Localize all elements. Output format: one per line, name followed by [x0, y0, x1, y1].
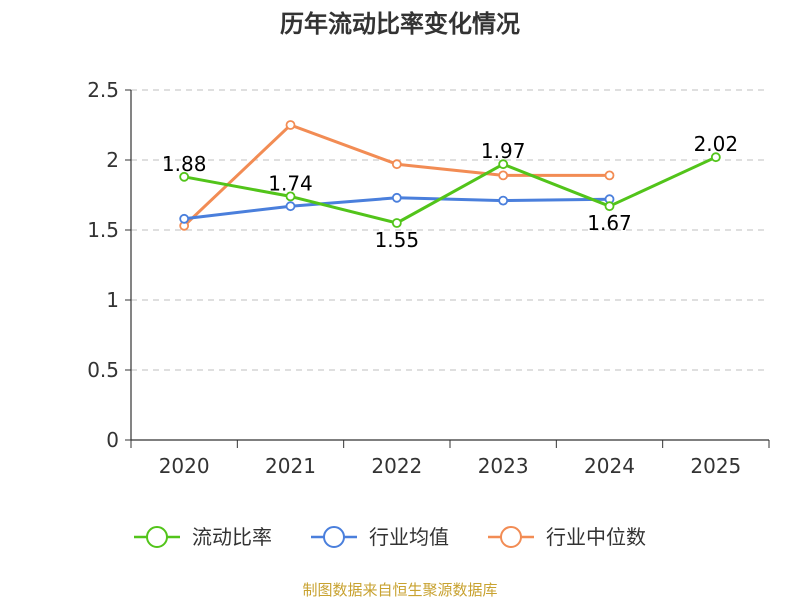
x-tick-label: 2020	[159, 454, 210, 478]
y-tick-label: 0	[106, 428, 119, 452]
data-point[interactable]	[604, 170, 615, 181]
data-point[interactable]	[391, 218, 402, 228]
data-point[interactable]	[285, 120, 296, 130]
data-point[interactable]	[391, 192, 402, 203]
legend-item[interactable]: 行业均值	[311, 525, 449, 549]
legend: 流动比率 行业均值 行业中位数	[134, 525, 646, 549]
legend-marker	[323, 526, 345, 548]
data-labels: 1.88 1.74 1.55 1.97 1.67 2.02	[162, 132, 738, 252]
grid-lines	[131, 89, 769, 371]
data-point[interactable]	[498, 170, 509, 181]
data-point[interactable]	[179, 213, 190, 224]
chart-title: 历年流动比率变化情况	[280, 10, 520, 38]
x-tick-label: 2025	[690, 454, 741, 478]
legend-marker	[146, 526, 168, 548]
axes: 0 0.5 1 1.5 2 2.5 2020 2021 2022 2023 2024 2025	[87, 78, 770, 478]
y-tick-label: 2.5	[87, 78, 119, 102]
legend-marker	[500, 526, 522, 548]
x-tick-label: 2022	[371, 454, 422, 478]
legend-label: 流动比率	[192, 525, 272, 549]
legend-label: 行业均值	[369, 525, 449, 549]
data-label: 1.74	[268, 171, 313, 195]
data-point[interactable]	[604, 201, 615, 212]
data-label: 2.02	[694, 132, 739, 156]
y-tick-label: 0.5	[87, 358, 119, 382]
data-point[interactable]	[285, 201, 296, 212]
data-point[interactable]	[285, 191, 296, 202]
source-note: 制图数据来自恒生聚源数据库	[302, 581, 497, 599]
legend-item[interactable]: 流动比率	[134, 525, 272, 549]
x-tick-label: 2023	[478, 454, 529, 478]
data-point[interactable]	[498, 159, 509, 170]
data-point[interactable]	[179, 171, 190, 182]
data-point[interactable]	[710, 152, 721, 163]
y-tick-label: 1.5	[87, 218, 119, 242]
series-line	[182, 155, 718, 225]
data-point[interactable]	[391, 159, 402, 170]
x-tick-label: 2021	[265, 454, 316, 478]
data-label: 1.67	[587, 211, 632, 235]
data-label: 1.88	[162, 152, 207, 176]
legend-item[interactable]: 行业中位数	[488, 525, 646, 549]
y-tick-label: 2	[106, 148, 119, 172]
data-point[interactable]	[498, 195, 509, 206]
x-tick-label: 2024	[584, 454, 635, 478]
y-tick-label: 1	[106, 288, 119, 312]
legend-label: 行业中位数	[546, 525, 646, 549]
series-group	[179, 120, 721, 231]
data-label: 1.97	[481, 139, 526, 163]
data-label: 1.55	[375, 228, 420, 252]
